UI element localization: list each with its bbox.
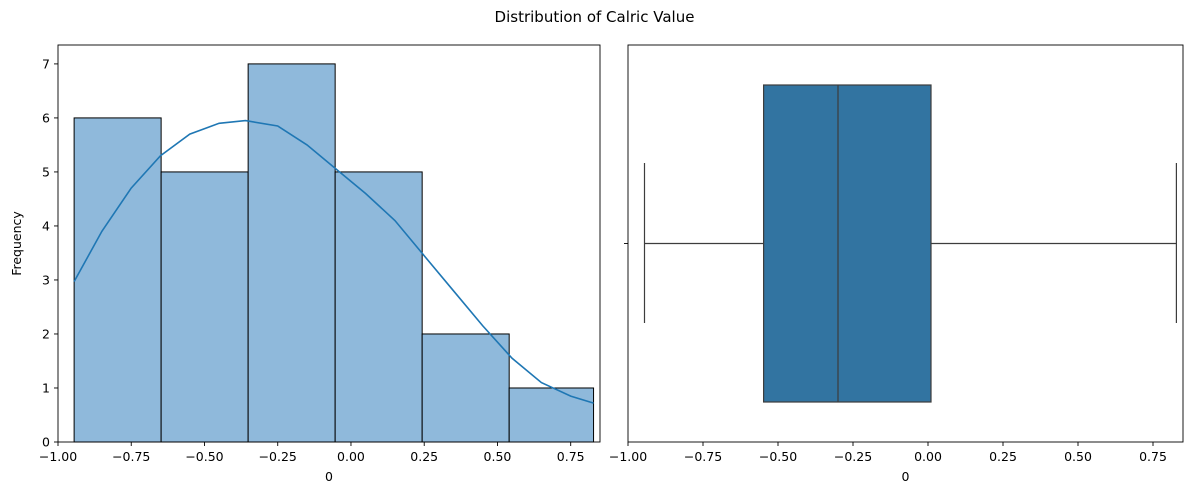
histogram-x-tick-label: −0.75 <box>112 449 150 464</box>
histogram-x-ticks: −1.00 −0.75 −0.50 −0.25 0.00 0.25 0.50 0.75 <box>39 442 585 464</box>
boxplot-x-ticks: −1.00 −0.75 −0.50 −0.25 0.00 0.25 0.50 0.75 <box>609 442 1167 464</box>
histogram-y-ticks: 0 1 2 3 4 5 6 7 <box>42 56 58 450</box>
histogram-y-tick-label: 0 <box>42 435 50 450</box>
histogram-x-tick-label: −0.50 <box>185 449 223 464</box>
boxplot-x-tick-label: −0.50 <box>759 449 797 464</box>
histogram-x-tick-label: 0.50 <box>484 449 512 464</box>
figure-title: Distribution of Calric Value <box>495 8 695 26</box>
histogram-bar <box>73 117 162 443</box>
histogram-y-tick-label: 7 <box>42 56 50 71</box>
interquartile-box <box>762 84 932 403</box>
histogram-x-tick-label: −1.00 <box>39 449 77 464</box>
boxplot-x-tick-label: −0.75 <box>684 449 722 464</box>
boxplot-x-tick-label: 0.00 <box>914 449 942 464</box>
histogram-y-axis-label: Frequency <box>9 211 24 276</box>
histogram-y-tick-label: 5 <box>42 164 50 179</box>
histogram-x-tick-label: 0.00 <box>337 449 365 464</box>
boxplot-x-tick-label: 0.25 <box>989 449 1017 464</box>
histogram-y-tick-label: 6 <box>42 110 50 125</box>
histogram-x-axis-label: 0 <box>325 469 333 484</box>
histogram-panel: −1.00 −0.75 −0.50 −0.25 0.00 0.25 0.50 0.75 0 1 2… <box>9 44 601 484</box>
histogram-x-tick-label: −0.25 <box>259 449 297 464</box>
histogram-bar <box>247 63 336 443</box>
histogram-bar <box>421 333 510 443</box>
boxplot-x-tick-label: −1.00 <box>609 449 647 464</box>
kde-curve <box>73 119 594 404</box>
histogram-y-tick-label: 3 <box>42 272 50 287</box>
histogram-axes-frame <box>57 44 601 443</box>
histogram-bar <box>334 171 423 443</box>
boxplot-x-tick-label: −0.25 <box>834 449 872 464</box>
boxplot-elements <box>643 84 1178 403</box>
boxplot-panel: −1.00 −0.75 −0.50 −0.25 0.00 0.25 0.50 0.75 0 <box>609 44 1184 484</box>
boxplot-x-tick-label: 0.75 <box>1139 449 1167 464</box>
histogram-y-tick-label: 1 <box>42 380 50 395</box>
histogram-x-tick-label: 0.75 <box>557 449 585 464</box>
histogram-y-tick-label: 2 <box>42 326 50 341</box>
histogram-x-tick-label: 0.25 <box>410 449 438 464</box>
histogram-y-tick-label: 4 <box>42 218 50 233</box>
boxplot-x-tick-label: 0.50 <box>1064 449 1092 464</box>
histogram-bar <box>508 387 595 443</box>
boxplot-x-axis-label: 0 <box>902 469 910 484</box>
histogram-bar <box>160 171 249 443</box>
